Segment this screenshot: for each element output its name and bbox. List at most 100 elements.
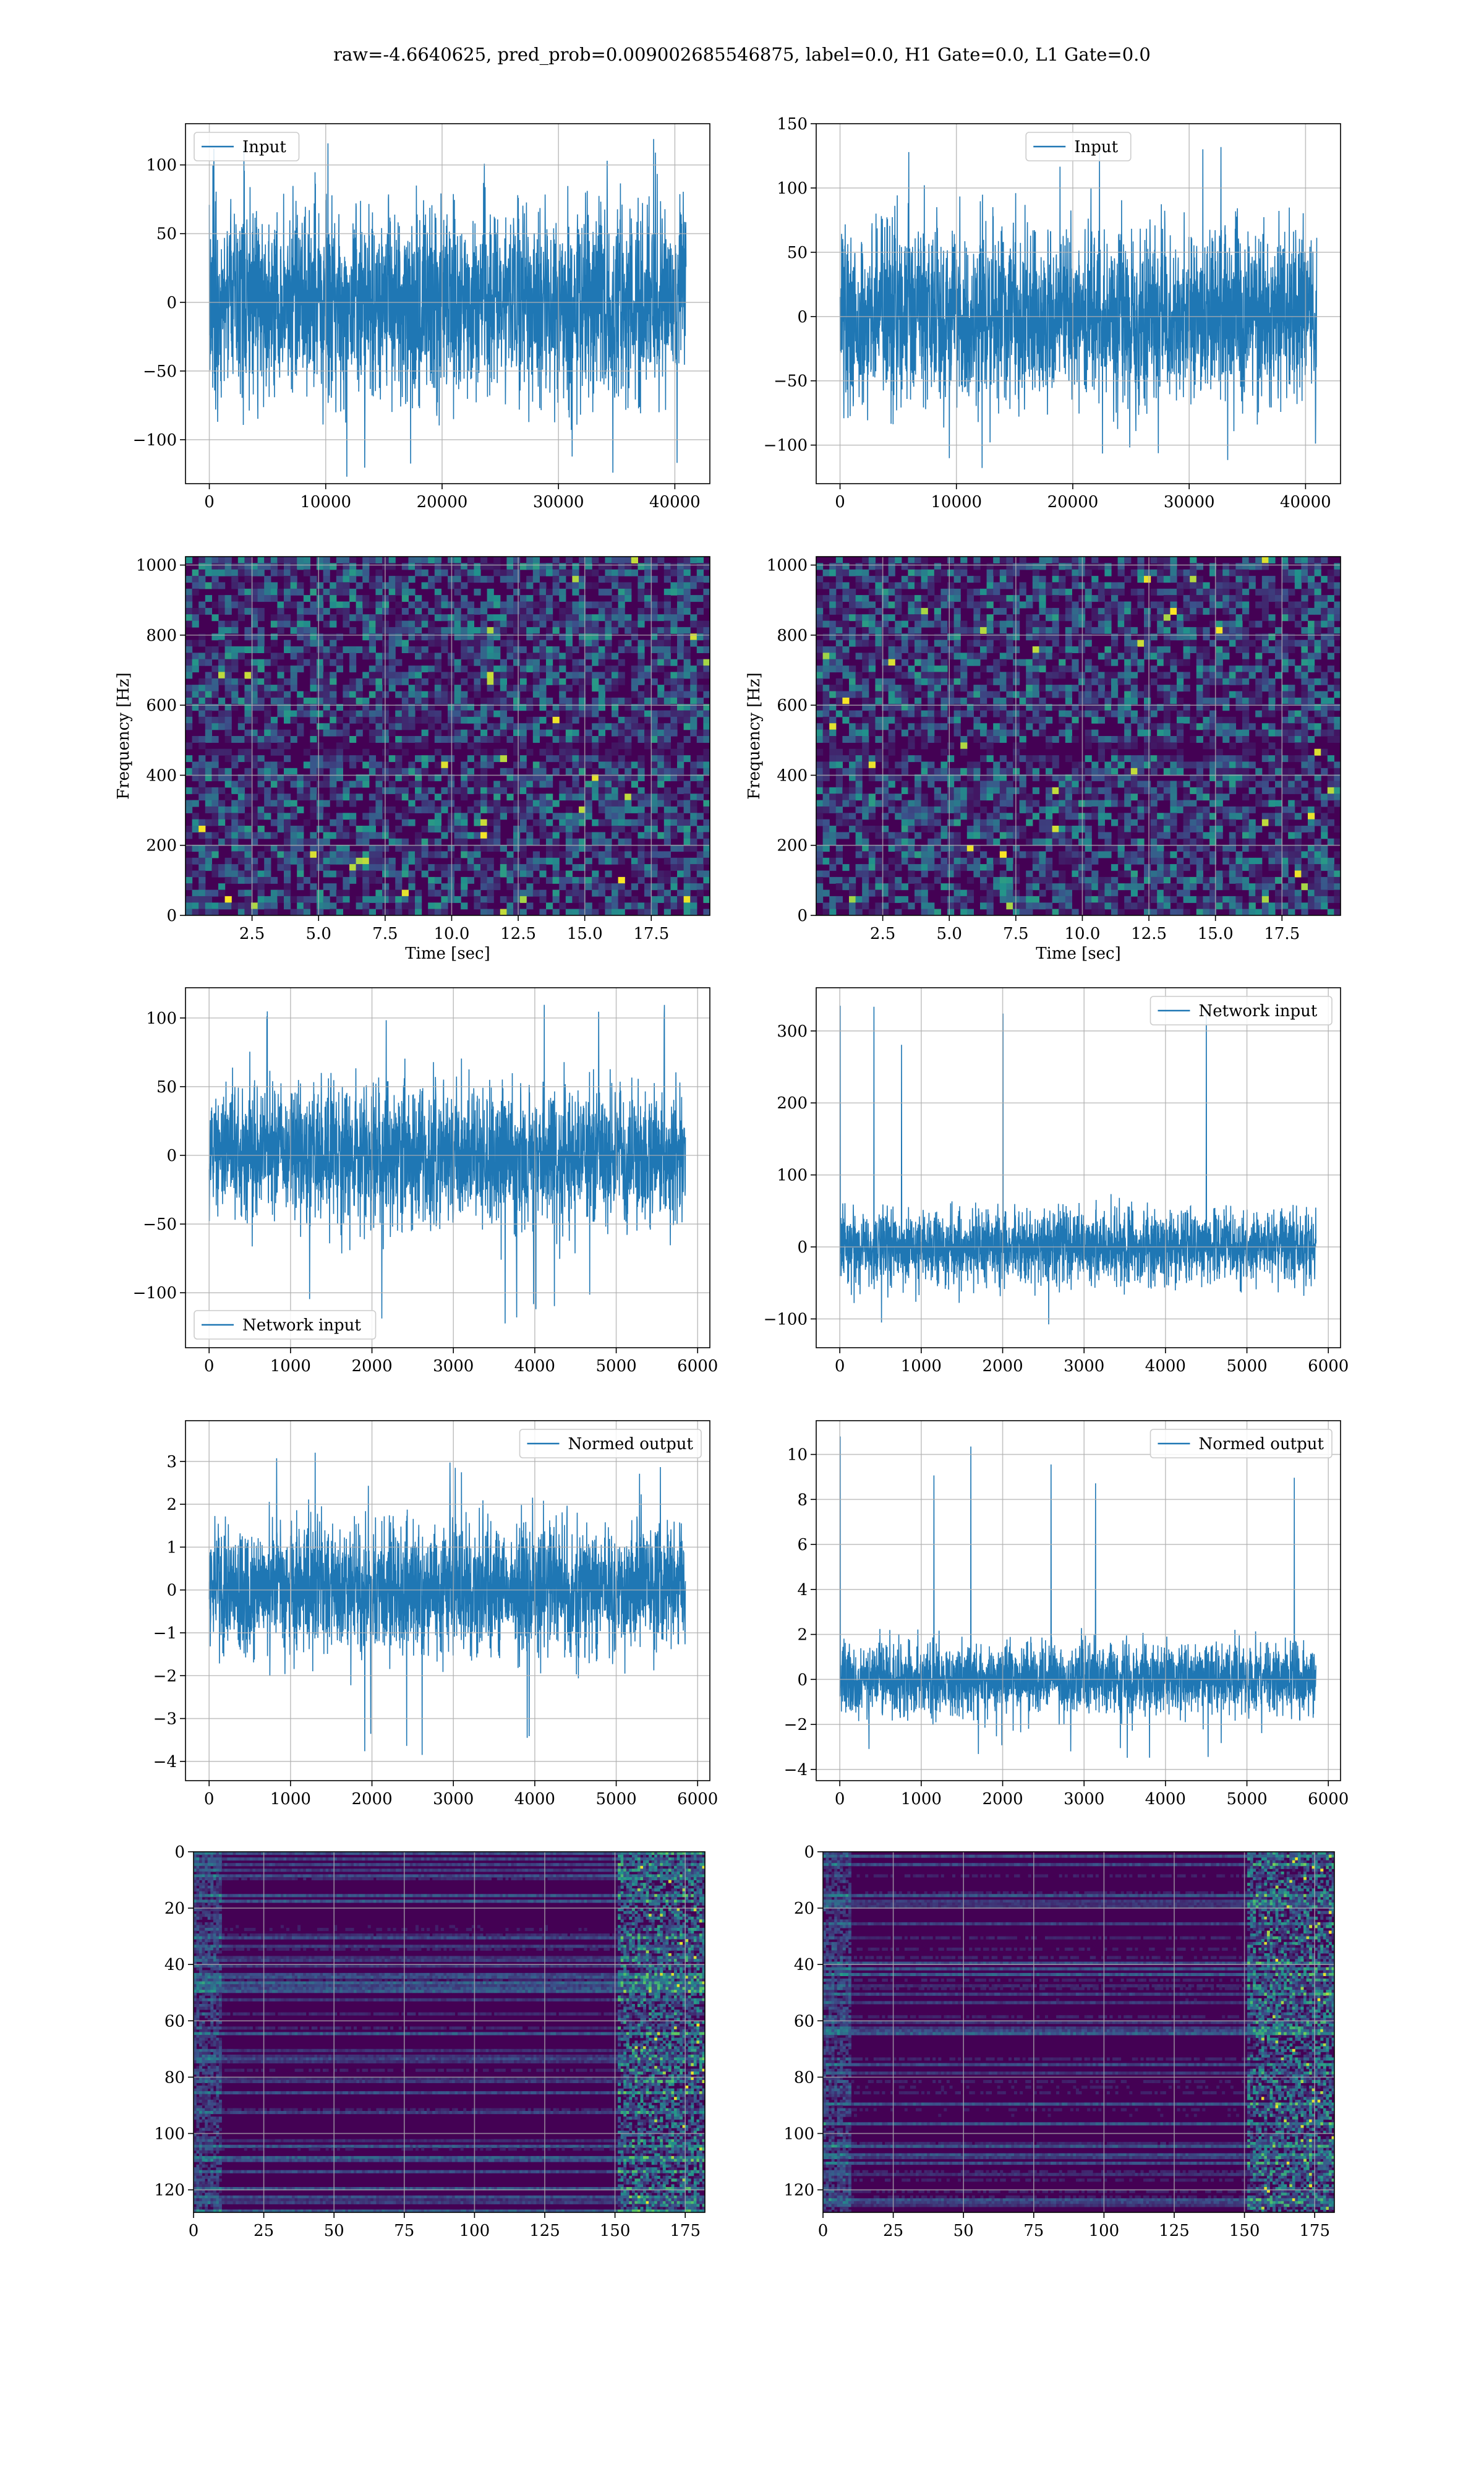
heatmap-cell	[270, 761, 278, 769]
heatmap-cell	[539, 633, 547, 641]
heatmap-cell	[303, 691, 310, 698]
heatmap-cell	[1150, 557, 1158, 563]
heatmap-cell	[454, 826, 461, 833]
heatmap-cell	[625, 748, 632, 756]
heatmap-cell	[310, 576, 317, 583]
heatmap-cell	[218, 582, 226, 589]
heatmap-cell	[388, 723, 396, 730]
heatmap-cell	[1196, 595, 1203, 602]
heatmap-cell	[993, 774, 1000, 782]
heatmap-cell	[980, 691, 987, 698]
heatmap-cell	[1229, 723, 1236, 730]
heatmap-cell	[224, 666, 232, 673]
heatmap-cell	[284, 857, 291, 865]
heatmap-cell	[670, 774, 678, 782]
heatmap-cell	[1111, 748, 1119, 756]
heatmap-cell	[565, 845, 573, 852]
heatmap-cell	[441, 864, 448, 871]
heatmap-cell	[677, 864, 684, 871]
heatmap-cell	[663, 620, 671, 628]
heatmap-cell	[264, 736, 271, 743]
heatmap-cell	[454, 896, 461, 903]
heatmap-cell	[703, 691, 710, 698]
heatmap-cell	[1216, 672, 1223, 679]
heatmap-cell	[1144, 614, 1151, 622]
heatmap-cell	[415, 781, 422, 788]
heatmap-cell	[663, 569, 671, 576]
heatmap-cell	[993, 691, 1000, 698]
heatmap-cell	[835, 755, 843, 763]
heatmap-cell	[638, 806, 645, 813]
heatmap-cell	[882, 787, 889, 794]
heatmap-cell	[868, 666, 876, 673]
heatmap-cell	[816, 748, 824, 756]
heatmap-cell	[592, 710, 599, 717]
heatmap-cell	[559, 697, 566, 704]
heatmap-cell	[999, 787, 1007, 794]
heatmap-cell	[940, 691, 948, 698]
heatmap-cell	[966, 627, 974, 634]
heatmap-cell	[565, 857, 573, 865]
heatmap-cell	[1301, 569, 1308, 576]
heatmap-cell	[849, 736, 856, 743]
heatmap-cell	[415, 902, 422, 910]
heatmap-cell	[1288, 640, 1295, 647]
heatmap-cell	[186, 787, 193, 794]
heatmap-cell	[862, 755, 869, 763]
heatmap-cell	[1261, 704, 1269, 711]
heatmap-cell	[1288, 729, 1295, 737]
heatmap-cell	[1209, 678, 1217, 685]
heatmap-cell	[1150, 653, 1158, 660]
heatmap-cell	[1059, 710, 1066, 717]
heatmap-cell	[703, 787, 710, 794]
heatmap-cell	[855, 563, 863, 570]
heatmap-cell	[264, 685, 271, 692]
heatmap-cell	[356, 870, 363, 878]
heatmap-cell	[1301, 716, 1308, 724]
heatmap-cell	[1072, 633, 1079, 641]
heatmap-cell	[862, 704, 869, 711]
heatmap-cell	[198, 787, 206, 794]
heatmap-cell	[310, 729, 317, 737]
heatmap-cell	[415, 614, 422, 622]
heatmap-cell	[467, 768, 474, 775]
heatmap-cell	[1288, 768, 1295, 775]
heatmap-cell	[500, 781, 507, 788]
heatmap-cell	[559, 723, 566, 730]
heatmap-cell	[592, 819, 599, 826]
heatmap-cell	[1124, 640, 1132, 647]
heatmap-cell	[605, 819, 612, 826]
heatmap-cell	[927, 601, 935, 609]
heatmap-cell	[1065, 774, 1072, 782]
heatmap-cell	[565, 601, 573, 609]
heatmap-cell	[237, 794, 245, 801]
heatmap-cell	[1170, 659, 1177, 666]
heatmap-cell	[408, 710, 416, 717]
heatmap-cell	[277, 653, 284, 660]
heatmap-cell	[506, 633, 514, 641]
heatmap-cell	[677, 685, 684, 692]
heatmap-cell	[644, 889, 652, 897]
heatmap-cell	[670, 748, 678, 756]
heatmap-cell	[454, 697, 461, 704]
heatmap-cell	[1032, 576, 1039, 583]
heatmap-cell	[317, 659, 324, 666]
heatmap-cell	[683, 672, 691, 679]
heatmap-cell	[428, 755, 435, 763]
heatmap-cell	[441, 909, 448, 915]
heatmap-cell	[999, 723, 1007, 730]
heatmap-cell	[467, 659, 474, 666]
heatmap-cell	[921, 729, 928, 737]
heatmap-cell	[461, 640, 468, 647]
heatmap-cell	[901, 614, 908, 622]
heatmap-cell	[670, 569, 678, 576]
heatmap-cell	[1052, 704, 1059, 711]
heatmap-cell	[822, 646, 830, 653]
heatmap-cell	[270, 588, 278, 596]
heatmap-cell	[395, 633, 403, 641]
heatmap-cell	[888, 557, 895, 563]
heatmap-cell	[303, 569, 310, 576]
heatmap-cell	[434, 851, 441, 858]
heatmap-cell	[1301, 723, 1308, 730]
heatmap-cell	[1229, 691, 1236, 698]
